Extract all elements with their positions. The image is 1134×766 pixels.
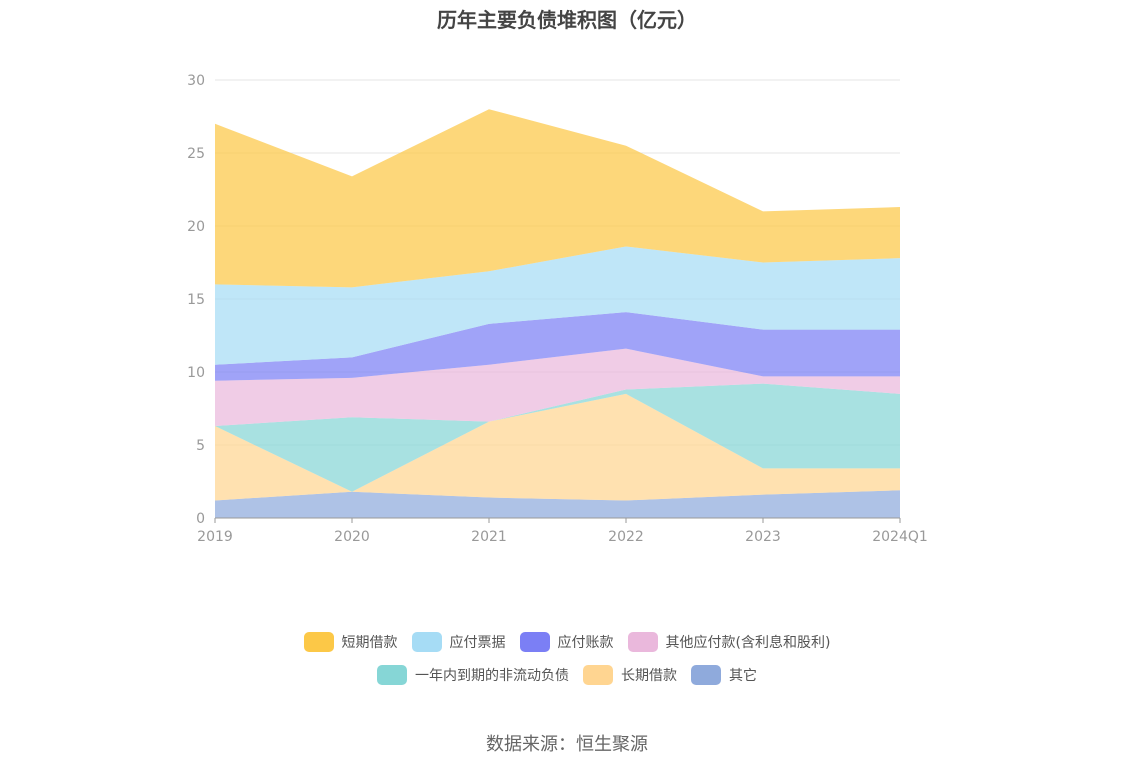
area-series-2 (215, 383, 900, 492)
legend-item[interactable]: 应付票据 (411, 632, 506, 652)
x-tick-label: 2023 (745, 529, 781, 545)
legend-label: 其它 (729, 668, 757, 684)
area-series-4 (215, 312, 900, 381)
legend-item[interactable]: 长期借款 (583, 665, 677, 685)
x-tick-label: 2022 (608, 529, 644, 545)
x-tick-label: 2021 (471, 529, 507, 545)
chart-plot: 0 5 10 15 20 25 30 2019 2020 2021 2022 2023 2024Q1 (187, 73, 928, 545)
legend-item[interactable]: 其它 (691, 665, 757, 685)
y-tick-label: 25 (187, 146, 205, 162)
area-series-0 (215, 490, 900, 518)
chart-title: 历年主要负债堆积图（亿元） (437, 8, 697, 32)
y-tick-label: 20 (187, 219, 205, 235)
legend-label: 应付账款 (557, 635, 614, 651)
y-tick-label: 10 (187, 365, 205, 381)
legend-swatch (377, 665, 407, 685)
legend-swatch (303, 632, 334, 652)
area-series-6 (215, 109, 900, 288)
x-tick-label: 2024Q1 (872, 529, 928, 545)
x-tick-label: 2020 (334, 529, 370, 545)
y-tick-label: 15 (187, 292, 205, 308)
legend-row-2: 一年内到期的非流动负债 长期借款 其它 (0, 665, 1134, 685)
legend-label: 其他应付款(含利息和股利) (665, 635, 831, 651)
axes: 0 5 10 15 20 25 30 2019 2020 2021 2022 2023 2024Q1 (187, 73, 928, 545)
legend-swatch (519, 632, 550, 652)
area-series-1 (215, 393, 900, 501)
legend-label: 长期借款 (621, 668, 677, 684)
legend-label: 应付票据 (449, 635, 506, 651)
legend-label: 一年内到期的非流动负债 (415, 668, 569, 684)
area-series-layer (215, 109, 900, 518)
legend-item[interactable]: 应付账款 (519, 632, 614, 652)
legend-item[interactable]: 短期借款 (303, 632, 398, 652)
legend-row-1: 短期借款 应付票据 应付账款 其他应付款(含利息和股利) (0, 632, 1134, 652)
x-tick-label: 2019 (197, 529, 233, 545)
legend-swatch (627, 632, 658, 652)
area-series-5 (215, 246, 900, 365)
source-note: 数据来源：恒生聚源 (486, 734, 648, 755)
area-series-3 (215, 348, 900, 427)
legend-label: 短期借款 (341, 635, 398, 651)
legend-swatch (691, 665, 721, 685)
legend-swatch (411, 632, 442, 652)
y-tick-label: 5 (196, 438, 205, 454)
legend-swatch (583, 665, 613, 685)
y-tick-label: 30 (187, 73, 205, 89)
legend-item[interactable]: 一年内到期的非流动负债 (377, 665, 569, 685)
y-tick-label: 0 (196, 511, 205, 527)
legend-item[interactable]: 其他应付款(含利息和股利) (627, 632, 831, 652)
